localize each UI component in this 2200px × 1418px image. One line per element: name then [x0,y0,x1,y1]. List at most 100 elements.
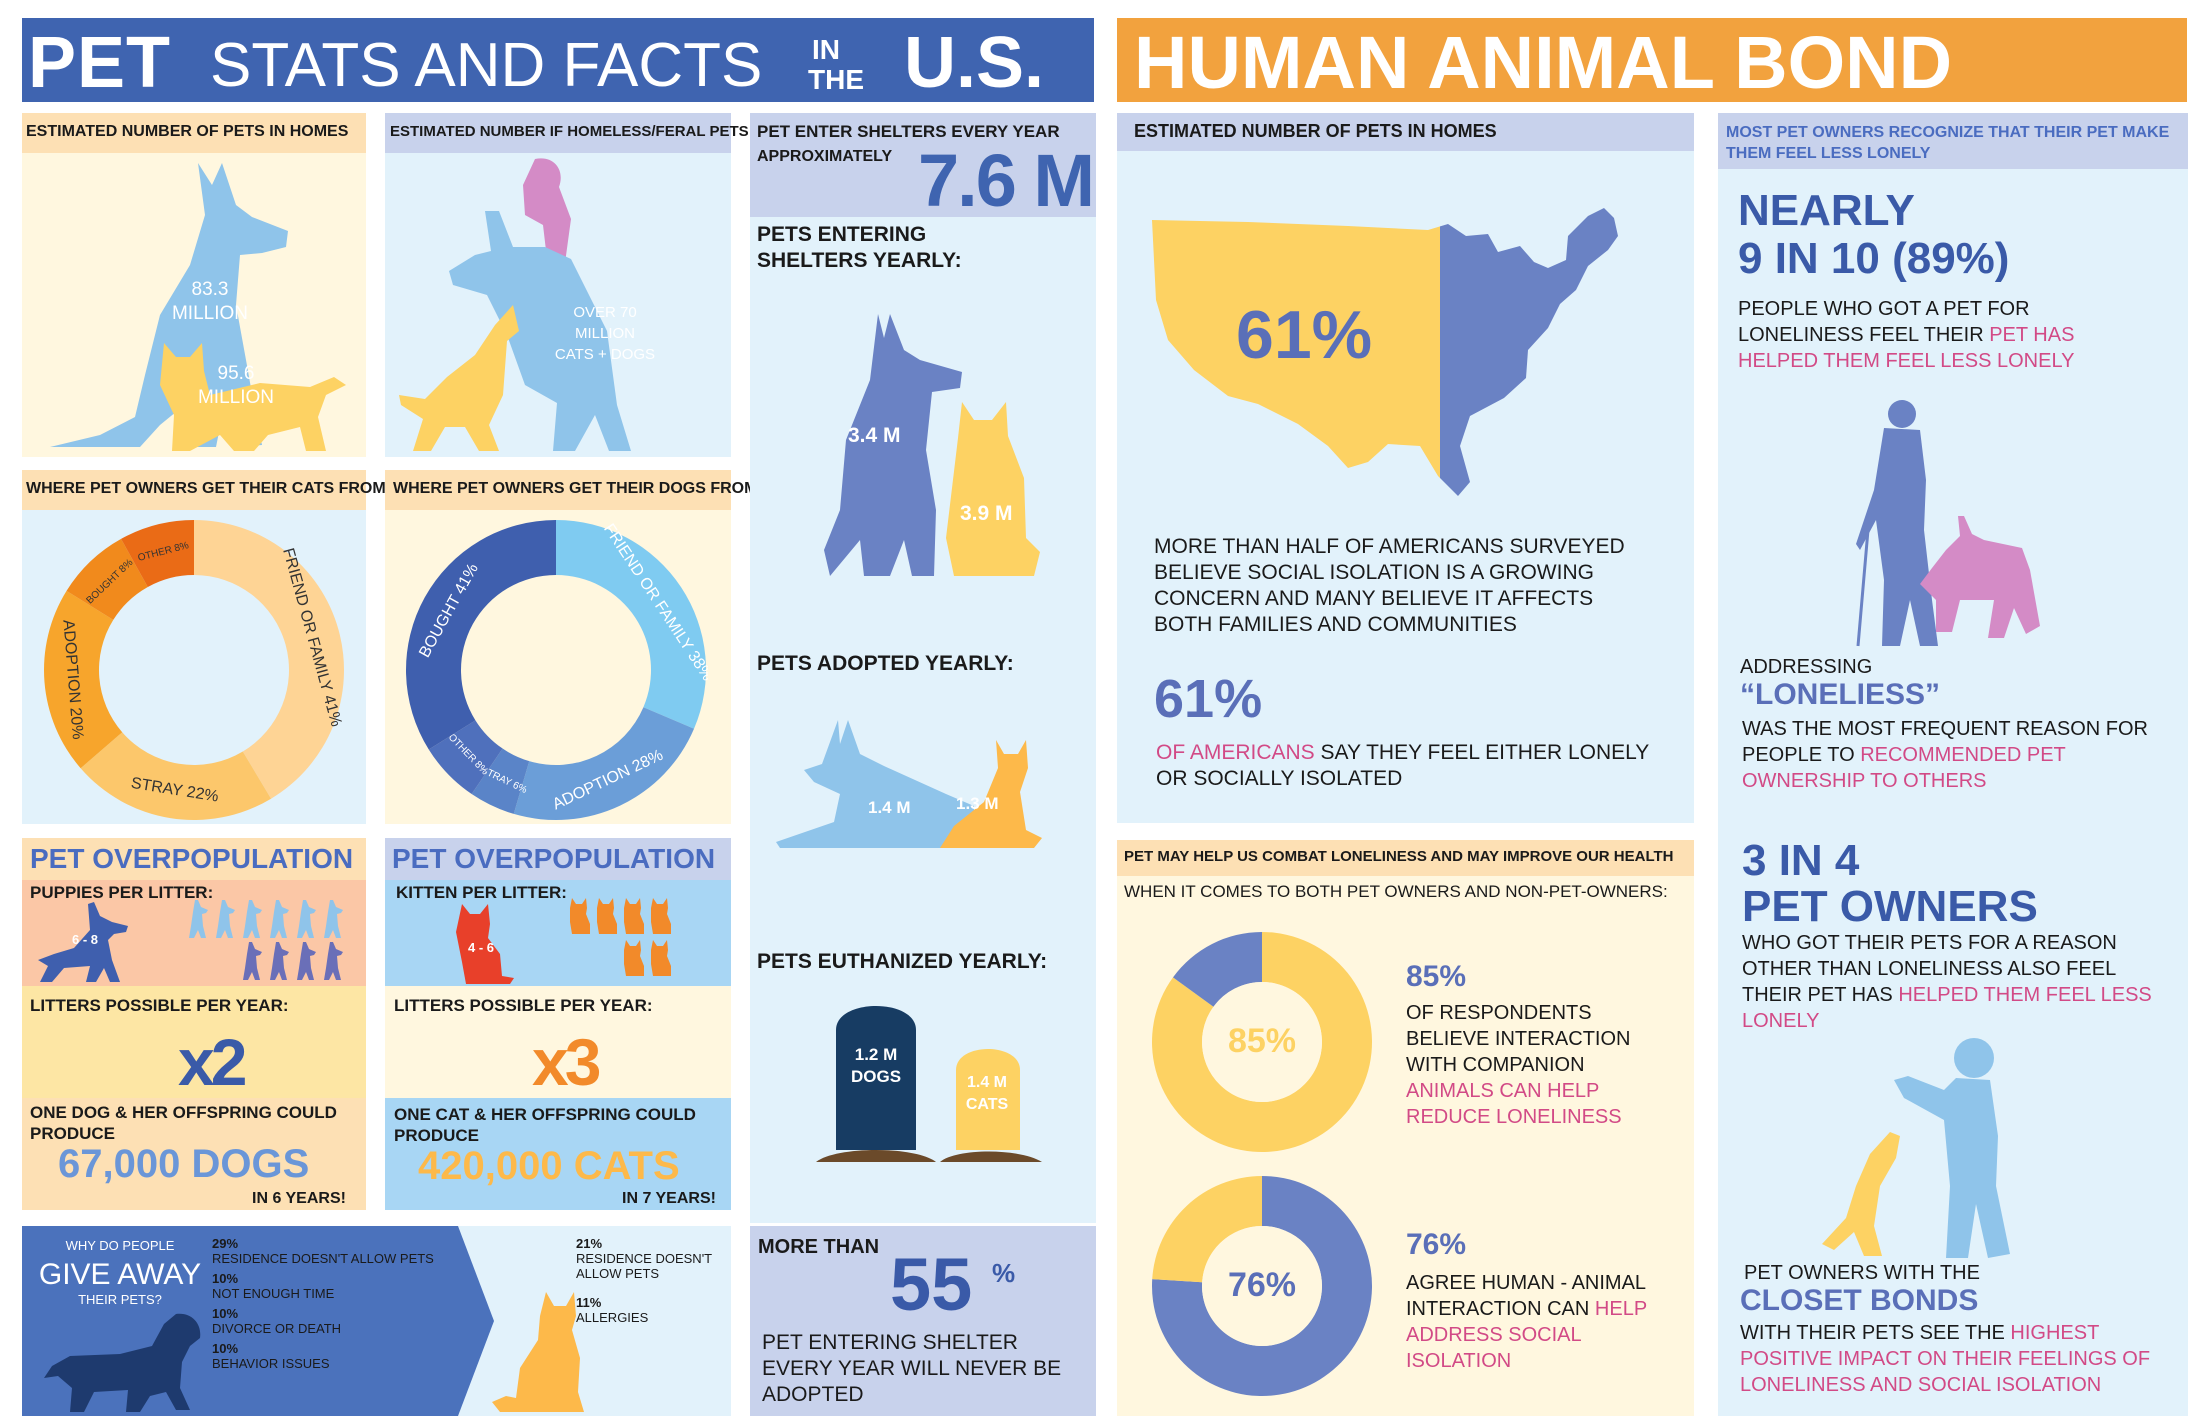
cats-slice-4 [121,520,194,587]
right-header [1718,113,2188,169]
cat-over-mult-band [385,986,731,1098]
dog-over-total: 67,000 DOGS [58,1142,310,1186]
shelter-enter-num: 7.6 M [918,139,1095,222]
d76-pct: 76% [1406,1228,1467,1261]
right-p3-text: WHO GOT THEIR PETS FOR A REASON OTHER TH… [1742,932,2117,1006]
dogs-from-donut: FRIEND OR FAMILY 38%ADOPTION 28%STRAY 6%… [406,520,708,820]
right-nearly: NEARLY [1738,186,1915,235]
cat-silhouette-icon [160,343,346,451]
dogs-slice-1 [513,707,695,820]
dog-over-title: PET OVERPOPULATION [30,843,354,874]
donut76-value-arc [1152,1176,1372,1396]
puppy-icon-8 [297,942,316,980]
dog-over-per: PUPPIES PER LITTER: [30,883,214,902]
right-reason: WAS THE MOST FREQUENT REASON FOR PEOPLE … [1742,716,2152,794]
donut85-value-arc [1152,932,1372,1152]
give-big: GIVE AWAY [38,1258,202,1291]
right-closet: CLOSET BONDS [1740,1284,1979,1317]
header-right [1117,18,2187,102]
euthanized-graves-icon [816,1006,1042,1162]
shelter-enter-l1: PET ENTER SHELTERS EVERY YEAR [757,122,1060,141]
donut85-remainder-arc [1173,932,1262,1007]
cat-over-years: IN 7 YEARS! [622,1190,716,1207]
give-q1: WHY DO PEOPLE [65,1238,175,1253]
give-reason-text-1: NOT ENOUGH TIME [212,1286,335,1301]
us-map-icon [1152,208,1618,496]
puppy-icons [189,900,343,980]
give-reason-pct-1: 10% [212,1271,239,1286]
never-pct-sym: % [992,1258,1016,1288]
cat-over-mult: x3 [532,1025,601,1099]
right-p1: PEOPLE WHO GOT A PET FOR LONELINESS FEEL… [1738,296,2138,374]
cats-from-header [22,470,366,510]
donut-85-label: 85% [1227,1022,1297,1060]
dog-over-mult: x2 [178,1025,247,1099]
give-reason-pct-0: 29% [212,1236,239,1251]
child-cat-icon [1822,1038,2010,1258]
homeless-line1: OVER 70 [573,304,637,321]
kitten-icon-4 [624,940,644,976]
right-p4-highlight: HIGHEST POSITIVE IMPACT ON THEIR FEELING… [1740,1322,2151,1396]
d76-text: AGREE HUMAN - ANIMAL INTERACTION CAN HEL… [1406,1270,1666,1374]
dogs-slice-0 [556,520,706,729]
header-bond: HUMAN ANIMAL BOND [1134,21,1953,104]
d85-pct: 85% [1406,960,1467,993]
header-us: U.S. [904,23,1045,103]
euth-cat-number: 1.4 M [966,1074,1007,1091]
euth-dog-number: 1.2 M [854,1045,898,1064]
d76-text2: HELP ADDRESS SOCIAL ISOLATION [1406,1298,1647,1372]
right-owners: PET OWNERS [1742,882,2038,931]
help-label: PET MAY HELP US COMBAT LONELINESS AND MA… [1124,848,1674,865]
puppy-icon-7 [270,942,289,980]
puppy-icon-1 [216,900,235,938]
puppy-icon-5 [324,900,343,938]
pets-homes-label: ESTIMATED NUMBER OF PETS IN HOMES [26,123,349,140]
kitten-icon-2 [624,898,644,934]
kitten-icon-3 [651,898,671,934]
bond-map-label: ESTIMATED NUMBER OF PETS IN HOMES [1134,121,1497,141]
isolation-text: MORE THAN HALF OF AMERICANS SURVEYED BEL… [1154,535,1625,636]
pct61: 61% [1154,669,1263,729]
cats-from-label: WHERE PET OWNERS GET THEIR CATS FROM [26,480,386,497]
dogs-from-label: WHERE PET OWNERS GET THEIR DOGS FROM [393,480,758,497]
homeless-header [385,113,731,153]
donut76-remainder-arc [1152,1176,1262,1283]
header-left [22,18,1094,102]
right-p1-highlight: PET HAS HELPED THEM FEEL LESS LONELY [1738,324,2075,372]
cat-over-title-band [385,838,731,880]
elderly-man-dog-icon [1856,400,2040,647]
cat-over-total: 420,000 CATS [418,1144,680,1188]
shelter-entering: PETS ENTERING SHELTERS YEARLY: [757,223,962,272]
euth-cat-unit: CATS [965,1096,1009,1113]
shelter-panel [750,113,1096,1223]
euth-dog-value: 1.2 M DOGS [836,1044,916,1088]
right-p1-text: PEOPLE WHO GOT A PET FOR LONELINESS FEEL… [1738,298,2030,346]
pets-homes-header [22,113,366,153]
right-p4-text: WITH THEIR PETS SEE THE [1740,1322,2011,1344]
homeless-line3: CATS + DOGS [554,346,656,363]
right-reason-text: WAS THE MOST FREQUENT REASON FOR PEOPLE … [1742,718,2148,766]
dogs-slice-3 [428,720,503,795]
header-in: IN [812,34,840,65]
cats-slice-1 [80,732,272,820]
donut-85 [1152,932,1372,1152]
cat-over-title: PET OVERPOPULATION [392,843,716,874]
header-the: THE [808,64,864,95]
americans-highlight: OF AMERICANS [1156,741,1315,764]
right-p3-highlight: HELPED THEM FEEL LESS LONELY [1742,984,2152,1032]
never-pct: 55 [890,1243,973,1326]
homeless-pets-icon [399,158,631,451]
right-with: PET OWNERS WITH THE [1744,1262,1980,1284]
puppy-icon-2 [243,900,262,938]
cats-slice-3 [66,538,148,620]
puppy-icon-0 [189,900,208,938]
give-cat-reason-text-1: ALLERGIES [576,1310,649,1325]
puppy-icon-6 [243,942,262,980]
puppy-mother-icon [38,902,128,982]
donut85-hole [1202,982,1322,1102]
give-reason-pct-2: 10% [212,1306,239,1321]
homeless-label: ESTIMATED NUMBER IF HOMELESS/FERAL PETS [390,123,749,140]
help-sub: WHEN IT COMES TO BOTH PET OWNERS AND NON… [1124,882,1668,901]
give-cat-reason-pct-0: 21% [576,1236,603,1251]
cat-homes-unit: MILLION [197,387,275,408]
